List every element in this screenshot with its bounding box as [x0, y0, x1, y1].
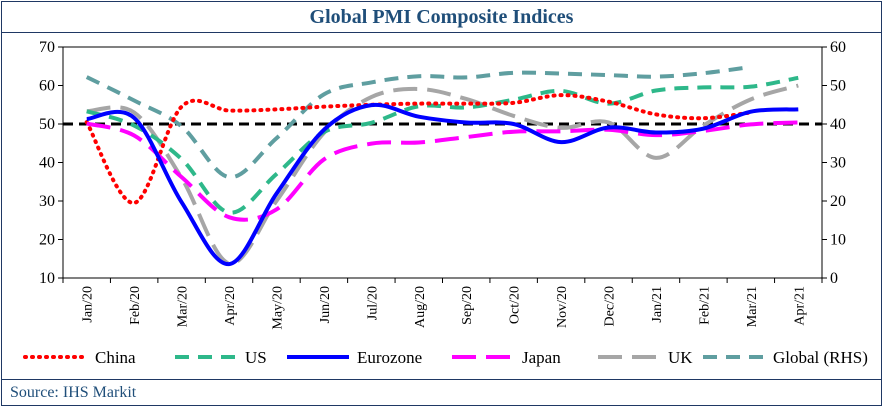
title-bar: Global PMI Composite Indices [2, 2, 881, 33]
x-tick-label: Nov/20 [555, 286, 570, 328]
right-tick-label: 30 [830, 155, 846, 172]
left-tick-label: 20 [39, 232, 55, 249]
x-tick-label: Apr/20 [223, 286, 238, 326]
left-tick-label: 10 [39, 270, 55, 287]
chart-title: Global PMI Composite Indices [309, 5, 574, 28]
x-tick-label: Feb/20 [128, 286, 143, 325]
x-tick-label: Oct/20 [508, 286, 523, 324]
legend-label-eurozone: Eurozone [357, 348, 422, 367]
source-bar: Source: IHS Markit [2, 379, 881, 405]
x-tick-label: Sep/20 [460, 286, 475, 325]
x-tick-label: Apr/21 [792, 286, 807, 326]
x-tick-label: May/20 [270, 286, 285, 330]
series-line-eurozone [86, 102, 799, 267]
left-tick-label: 60 [39, 78, 55, 95]
right-tick-label: 0 [830, 270, 838, 287]
left-tick-label: 40 [39, 155, 55, 172]
series-line-us [86, 75, 799, 215]
x-tick-label: Jul/20 [365, 286, 380, 320]
x-tick-label: Dec/20 [603, 286, 618, 326]
x-tick-label: Mar/20 [176, 286, 191, 327]
x-tick-label: Mar/21 [745, 286, 760, 327]
right-tick-label: 40 [830, 116, 846, 133]
legend-label-uk: UK [668, 348, 693, 367]
right-tick-label: 50 [830, 78, 846, 95]
series-line-china [84, 93, 753, 205]
plot-area [62, 46, 823, 279]
right-tick-label: 20 [830, 193, 846, 210]
left-tick-label: 30 [39, 193, 55, 210]
source-text: Source: IHS Markit [10, 383, 137, 401]
x-tick-label: Feb/21 [697, 286, 712, 325]
right-tick-label: 60 [830, 39, 846, 56]
series-line-global-rhs [85, 65, 752, 180]
legend-label-us: US [245, 348, 267, 367]
legend-label-japan: Japan [522, 348, 561, 367]
legend-label-global-rhs: Global (RHS) [773, 348, 868, 367]
x-tick-label: Jan/20 [81, 286, 96, 323]
right-tick-label: 10 [830, 232, 846, 249]
x-tick-label: Aug/20 [413, 286, 428, 328]
legend-label-china: China [95, 348, 136, 367]
x-tick-label: Jan/21 [650, 286, 665, 323]
left-tick-label: 70 [39, 39, 55, 56]
x-tick-label: Jun/20 [318, 286, 333, 323]
left-tick-label: 50 [39, 116, 55, 133]
